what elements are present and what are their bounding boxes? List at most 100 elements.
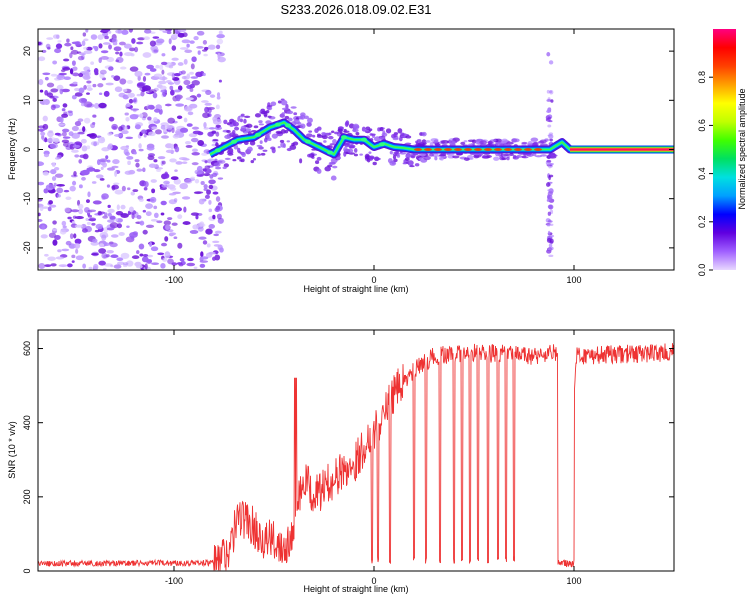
spectrogram-noise-blob	[132, 189, 139, 192]
spectrogram-noise-blob	[122, 88, 128, 92]
spectrogram-noise-blob	[190, 63, 195, 70]
spectrogram-noise-blob	[98, 57, 102, 64]
spectrogram-noise-blob	[55, 256, 65, 260]
spectrogram-noise-blob	[174, 169, 178, 172]
spectrogram-ridge-noise	[258, 146, 264, 150]
spectrogram-noise-blob	[50, 88, 59, 93]
spectrogram-noise-blob	[191, 80, 200, 86]
spectrogram-noise-blob	[197, 226, 204, 232]
spectrogram-noise-blob	[216, 34, 225, 39]
spectrogram-noise-blob	[169, 187, 177, 191]
spectrogram-ridge-noise	[352, 128, 359, 133]
spectrogram-noise-blob	[188, 133, 198, 138]
spectrogram-noise-blob	[38, 212, 41, 217]
spectrogram-ridge-noise	[246, 146, 253, 152]
spectrogram-noise-blob	[171, 72, 176, 79]
spectrogram-ridge-noise	[337, 128, 343, 133]
spectrogram-noise-blob	[52, 60, 58, 65]
spectrogram-noise-blob	[103, 226, 108, 234]
spectrogram-noise-blob	[175, 207, 182, 211]
spectrogram-noise-blob	[131, 38, 136, 44]
spectrogram-ridge-noise	[215, 142, 219, 147]
spectrogram-noise-blob	[161, 69, 165, 75]
spectrogram-y-tick-label: 20	[22, 46, 32, 56]
spectrogram-noise-blob	[113, 133, 123, 137]
spectrogram-ridge-noise	[281, 107, 289, 111]
spectrogram-noise-blob	[215, 205, 221, 211]
spectrogram-noise-blob	[81, 228, 88, 233]
spectrogram-noise-blob	[131, 255, 140, 260]
spectrogram-ridge-noise	[240, 158, 245, 163]
spectrogram-noise-blob	[153, 108, 161, 113]
spectrogram-noise-blob	[71, 260, 75, 263]
spectrogram-ridge-noise	[223, 119, 228, 125]
spectrogram-noise-blob	[69, 68, 74, 75]
spectrogram-noise-blob	[74, 238, 82, 245]
spectrogram-noise-blob	[172, 134, 180, 139]
spectrogram-noise-blob	[55, 43, 63, 49]
spectrogram-band-noise	[473, 154, 480, 159]
spectrogram-noise-blob	[143, 186, 148, 191]
spectrogram-noise-blob	[129, 47, 136, 52]
spectrogram-ridge-noise	[421, 131, 427, 137]
spectrogram-noise-blob	[127, 160, 131, 166]
spectrogram-noise-blob	[108, 116, 115, 122]
spectrogram-noise-blob	[194, 178, 200, 184]
spectrogram-band-noise	[530, 137, 539, 142]
spectrogram-ridge-noise	[280, 129, 286, 134]
spectrogram-noise-blob	[153, 212, 159, 218]
spectrogram-noise-blob	[212, 191, 219, 195]
spectrogram-noise-blob	[145, 203, 154, 209]
spectrogram-band-noise	[521, 141, 528, 145]
spectrogram-ridge-noise	[324, 166, 332, 172]
colorbar-gradient	[713, 29, 736, 270]
spectrogram-noise-blob	[81, 176, 86, 181]
spectrogram-band-noise	[432, 153, 439, 158]
spectrogram-band-noise	[512, 154, 517, 159]
spectrogram-hot-spot	[454, 148, 462, 151]
spectrogram-noise-blob	[141, 129, 148, 134]
spectrogram-noise-blob	[92, 238, 98, 243]
spectrogram-band-noise	[538, 140, 545, 144]
spectrogram-noise-blob	[99, 69, 107, 75]
spectrogram-ridge-noise	[343, 146, 348, 153]
spectrogram-noise-blob	[38, 42, 42, 46]
spectrogram-band-noise	[440, 139, 449, 144]
spectrogram-noise-blob	[78, 184, 83, 189]
spectrogram-noise-blob	[147, 116, 152, 121]
spectrogram-noise-blob	[200, 181, 205, 185]
spectrogram-noise-blob	[92, 114, 97, 118]
spectrogram-ridge-noise	[234, 126, 240, 131]
spectrogram-band-noise	[448, 140, 456, 145]
spectrogram-noise-blob	[142, 167, 146, 173]
spectrogram-noise-blob	[52, 228, 58, 232]
spectrogram-noise-blob	[166, 124, 174, 130]
spectrogram-band-noise	[419, 152, 426, 157]
spectrogram-burst-blob	[547, 124, 552, 128]
spectrogram-ridge-noise	[362, 129, 369, 132]
spectrogram-noise-blob	[134, 46, 139, 53]
spectrogram-ridge-noise	[392, 137, 399, 141]
spectrogram-ridge-noise	[408, 163, 414, 166]
spectrogram-noise-blob	[208, 179, 216, 185]
spectrogram-noise-blob	[59, 229, 67, 235]
spectrogram-band-noise	[489, 139, 497, 142]
spectrogram-ridge-noise	[213, 162, 221, 167]
spectrogram-noise-blob	[202, 40, 208, 45]
spectrogram-noise-blob	[150, 218, 158, 222]
spectrogram-ridge-noise	[236, 156, 242, 160]
spectrogram-noise-blob	[156, 38, 165, 44]
spectrogram-noise-blob	[159, 64, 164, 70]
spectrogram-ridge-noise	[343, 151, 347, 157]
spectrogram-noise-blob	[197, 140, 205, 147]
spectrogram-noise-blob	[78, 159, 83, 164]
spectrogram-noise-blob	[101, 29, 111, 32]
spectrogram-noise-blob	[200, 251, 204, 258]
spectrogram-noise-blob	[97, 83, 104, 88]
spectrogram-noise-blob	[130, 108, 140, 111]
spectrogram-noise-blob	[126, 79, 133, 84]
spectrogram-noise-blob	[185, 97, 194, 101]
spectrogram-noise-blob	[196, 30, 205, 36]
spectrogram-band-noise	[532, 152, 537, 157]
